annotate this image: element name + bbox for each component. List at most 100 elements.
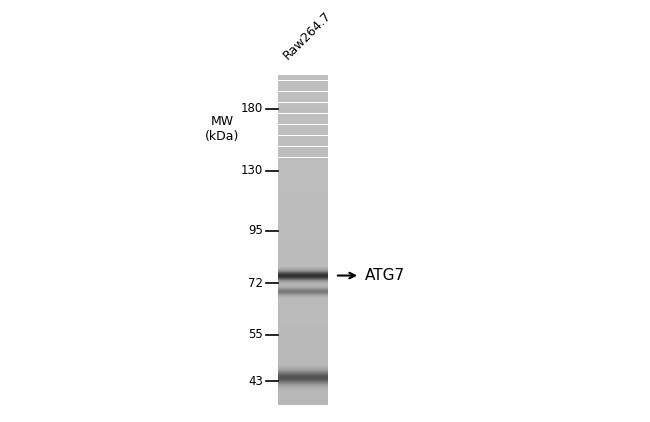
Bar [278, 375, 328, 376]
Bar [278, 146, 328, 148]
Bar [278, 298, 328, 299]
Bar [278, 182, 328, 183]
Bar [278, 300, 328, 302]
Bar [278, 84, 328, 85]
Bar [278, 253, 328, 254]
Bar [278, 274, 328, 275]
Bar [278, 390, 328, 391]
Bar [278, 378, 328, 379]
Bar [278, 315, 328, 316]
Bar [278, 183, 328, 184]
Bar [278, 240, 328, 241]
Bar [278, 329, 328, 330]
Bar [278, 393, 328, 394]
Bar [278, 339, 328, 340]
Bar [278, 217, 328, 218]
Bar [278, 358, 328, 359]
Bar [278, 231, 328, 232]
Bar [278, 395, 328, 396]
Bar [278, 333, 328, 335]
Bar [278, 116, 328, 117]
Bar [278, 295, 328, 296]
Bar [278, 271, 328, 272]
Bar [278, 251, 328, 252]
Bar [278, 196, 328, 197]
Bar [278, 165, 328, 166]
Bar [278, 75, 328, 76]
Bar [278, 151, 328, 152]
Bar [278, 308, 328, 309]
Bar [278, 224, 328, 225]
Bar [278, 284, 328, 285]
Bar [278, 270, 328, 271]
Bar [278, 378, 328, 379]
Bar [278, 111, 328, 112]
Bar [278, 83, 328, 84]
Bar [278, 370, 328, 371]
Bar [278, 238, 328, 239]
Bar [278, 221, 328, 222]
Bar [278, 107, 328, 108]
Bar [278, 153, 328, 154]
Bar [278, 101, 328, 103]
Bar [278, 154, 328, 155]
Bar [278, 128, 328, 129]
Bar [278, 199, 328, 200]
Bar [278, 282, 328, 283]
Bar [278, 357, 328, 358]
Bar [278, 137, 328, 138]
Bar [278, 79, 328, 81]
Bar [278, 313, 328, 314]
Bar [278, 131, 328, 132]
Bar [278, 398, 328, 400]
Bar [278, 348, 328, 349]
Bar [278, 110, 328, 111]
Bar [278, 120, 328, 121]
Bar [278, 369, 328, 370]
Bar [278, 362, 328, 363]
Text: MW
(kDa): MW (kDa) [205, 115, 239, 143]
Bar [278, 296, 328, 297]
Bar [278, 261, 328, 262]
Bar [278, 122, 328, 123]
Text: Raw264.7: Raw264.7 [281, 9, 334, 62]
Bar [278, 119, 328, 120]
Bar [278, 87, 328, 88]
Bar [278, 330, 328, 331]
Bar [278, 157, 328, 159]
Bar [278, 219, 328, 220]
Bar [278, 222, 328, 224]
Bar [278, 109, 328, 110]
Bar [278, 379, 328, 380]
Bar [278, 372, 328, 373]
Bar [278, 281, 328, 282]
Bar [278, 243, 328, 244]
Bar [278, 260, 328, 261]
Bar [278, 161, 328, 162]
Bar [278, 388, 328, 389]
Bar [278, 232, 328, 233]
Bar [278, 99, 328, 100]
Bar [278, 190, 328, 192]
Bar [278, 207, 328, 208]
Bar [278, 197, 328, 198]
Bar [278, 155, 328, 157]
Bar [278, 306, 328, 307]
Bar [278, 179, 328, 181]
Bar [278, 259, 328, 260]
Bar [278, 160, 328, 161]
Bar [278, 144, 328, 146]
Bar [278, 127, 328, 128]
Bar [278, 254, 328, 255]
Bar [278, 309, 328, 311]
Bar [278, 386, 328, 387]
Bar [278, 382, 328, 383]
Bar [278, 268, 328, 270]
Bar [278, 200, 328, 201]
Bar [278, 322, 328, 324]
Bar [278, 244, 328, 246]
Bar [278, 95, 328, 96]
Bar [278, 233, 328, 235]
Bar [278, 143, 328, 144]
Bar [278, 341, 328, 342]
